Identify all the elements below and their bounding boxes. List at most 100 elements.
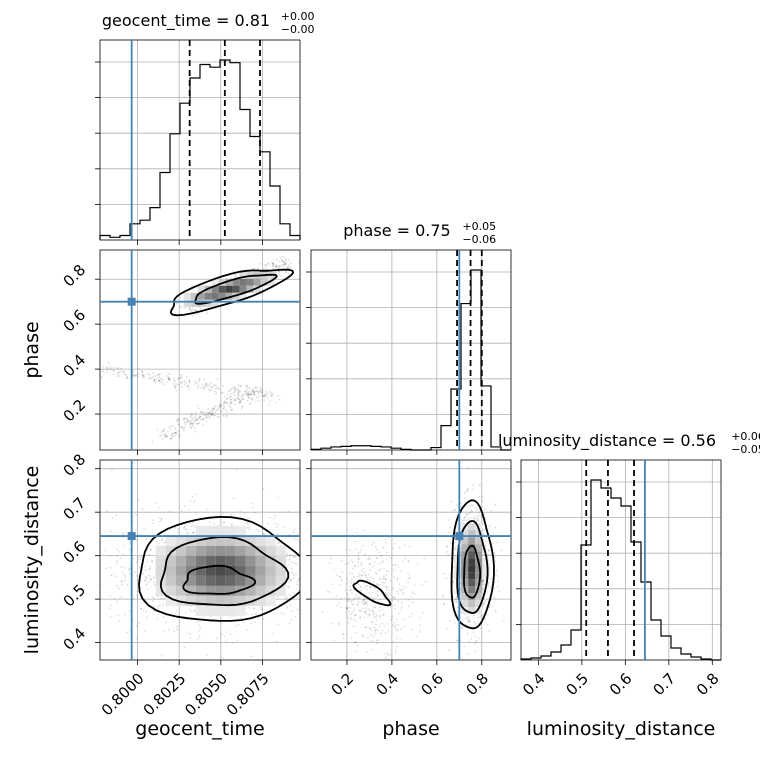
sample-point — [367, 636, 369, 639]
sample-point — [144, 565, 147, 568]
sample-point — [144, 580, 147, 582]
sample-point — [198, 422, 200, 425]
sample-point — [259, 606, 262, 609]
sample-point — [233, 403, 236, 406]
sample-point — [134, 375, 137, 377]
sample-point — [307, 586, 309, 588]
sample-point — [163, 428, 166, 431]
sample-point — [191, 413, 193, 416]
sample-point — [160, 434, 163, 436]
sample-point — [461, 627, 463, 630]
sample-point — [229, 395, 232, 398]
sample-point — [358, 574, 361, 577]
sample-point — [392, 597, 395, 599]
sample-point — [110, 574, 112, 577]
sample-point — [379, 606, 382, 609]
sample-point — [346, 606, 348, 609]
sample-point — [411, 628, 413, 631]
sample-point — [113, 370, 115, 372]
sample-point — [111, 517, 114, 519]
sample-point — [224, 401, 226, 404]
sample-point — [367, 557, 369, 560]
sample-point — [117, 372, 119, 375]
sample-point — [151, 522, 154, 524]
sample-point — [129, 377, 132, 380]
title-phase: phase = 0.75 — [343, 221, 450, 240]
sample-point — [360, 563, 363, 565]
sample-point — [442, 596, 445, 598]
sample-point — [350, 637, 353, 639]
sample-point — [156, 617, 159, 620]
sample-point — [362, 567, 365, 570]
sample-point — [391, 547, 394, 550]
sample-point — [339, 575, 342, 578]
sample-point — [296, 580, 299, 583]
sample-point — [205, 383, 208, 386]
density-cell — [225, 292, 233, 300]
sample-point — [249, 391, 252, 394]
sample-point — [354, 577, 356, 579]
sample-point — [495, 541, 498, 544]
sample-point — [360, 610, 363, 613]
density-cell — [215, 575, 226, 586]
sample-point — [213, 385, 216, 388]
sample-point — [116, 548, 118, 551]
sample-point — [358, 596, 361, 599]
sample-point — [214, 384, 217, 386]
sample-point — [217, 387, 220, 390]
sample-point — [169, 428, 172, 431]
sample-point — [290, 610, 293, 613]
sample-point — [375, 623, 377, 626]
sample-point — [112, 366, 115, 369]
sample-point — [135, 514, 138, 516]
sample-point — [272, 263, 274, 265]
sample-point — [346, 655, 348, 657]
sample-point — [333, 568, 336, 571]
density-cell — [165, 595, 176, 606]
sample-point — [180, 510, 183, 512]
sample-point — [393, 569, 396, 572]
sample-point — [184, 611, 187, 614]
sample-point — [482, 579, 484, 581]
density-cell — [155, 565, 166, 576]
sample-point — [160, 517, 163, 520]
sample-point — [151, 440, 154, 443]
sample-point — [207, 384, 210, 387]
sample-point — [161, 539, 164, 541]
density-cell — [215, 555, 226, 566]
sample-point — [186, 421, 188, 424]
sample-point — [87, 526, 89, 528]
sample-point — [305, 554, 307, 556]
sample-point — [217, 387, 220, 390]
sample-point — [200, 387, 203, 389]
sample-point — [177, 531, 180, 534]
sample-point — [234, 399, 236, 402]
sample-point — [175, 431, 177, 434]
sample-point — [423, 557, 425, 560]
sample-point — [129, 629, 132, 632]
sample-point — [189, 419, 192, 422]
sample-point — [123, 574, 126, 577]
sample-point — [178, 436, 181, 439]
sample-point — [448, 649, 450, 652]
density-cell — [468, 558, 476, 566]
sample-point — [322, 559, 324, 561]
sample-point — [275, 266, 278, 268]
density-cell — [205, 585, 216, 596]
sample-point — [126, 377, 129, 380]
sample-point — [383, 625, 386, 627]
sample-point — [250, 393, 252, 396]
sample-point — [266, 262, 269, 265]
panel-geocent_time-geocent_time — [95, 39, 301, 245]
sample-point — [136, 594, 139, 597]
tick-label-x-luminosity_distance: 0.7 — [649, 670, 679, 700]
sample-point — [208, 383, 211, 385]
sample-point — [196, 404, 199, 407]
sample-point — [199, 418, 202, 421]
sample-point — [186, 419, 189, 422]
contour-middle — [159, 536, 290, 607]
sample-point — [466, 653, 469, 655]
sample-point — [327, 569, 329, 571]
sample-point — [319, 547, 321, 549]
sample-point — [357, 555, 359, 558]
